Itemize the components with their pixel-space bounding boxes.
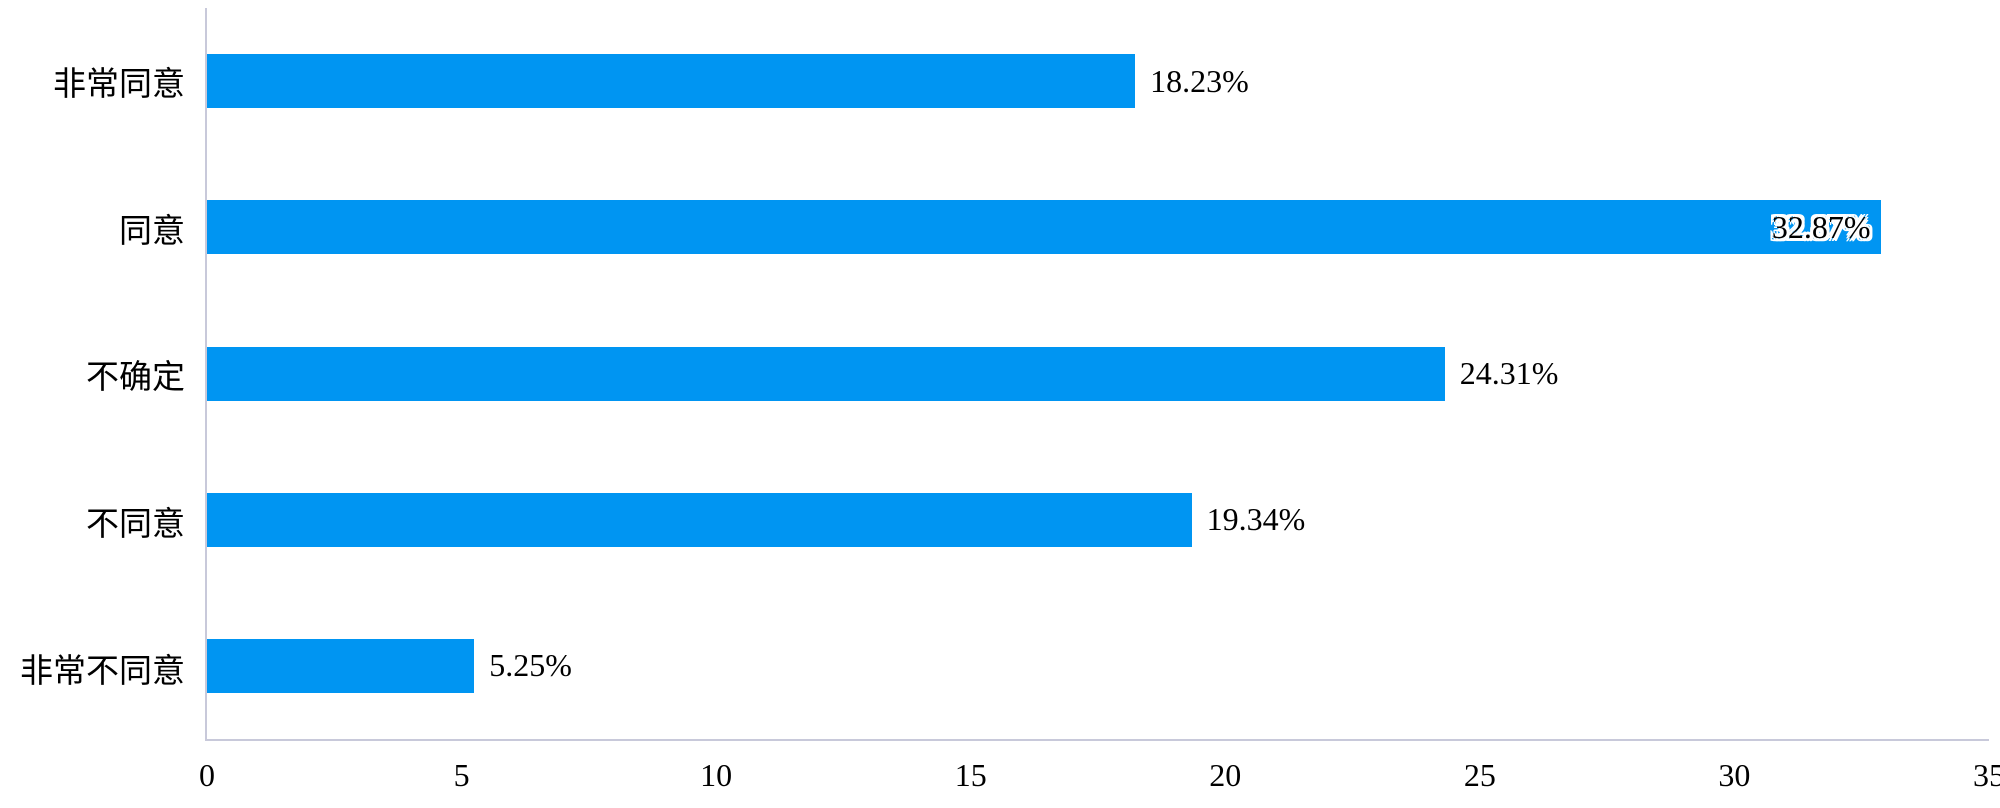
x-tick-label: 15: [954, 757, 987, 793]
x-tick-label: 20: [1209, 757, 1242, 793]
value-label: 24.31%: [1459, 355, 1559, 391]
bar: 19.34%: [207, 492, 1305, 547]
plot-area: 18.23% 32.87% 24.31% 19.34% 5.25%: [205, 8, 1989, 741]
category-label: 非常同意: [53, 67, 185, 104]
x-tick-label: 5: [453, 757, 470, 793]
bar: 24.31%: [207, 346, 1558, 401]
bar-row: 32.87%: [207, 154, 1989, 300]
bar: 5.25%: [207, 638, 572, 693]
category-label: 不确定: [86, 360, 185, 397]
bar: 32.87%: [207, 200, 1881, 255]
x-tick-label: 25: [1463, 757, 1496, 793]
value-label: 19.34%: [1206, 501, 1306, 538]
bar-row: 24.31%: [207, 300, 1989, 446]
bar-row: 18.23%: [207, 8, 1989, 154]
value-label: 5.25%: [489, 647, 572, 684]
value-label: 18.23%: [1150, 62, 1249, 99]
x-tick-label: 10: [700, 757, 733, 793]
category-label: 不同意: [86, 507, 185, 544]
x-tick-label: 30: [1718, 757, 1751, 793]
bar: 18.23%: [207, 54, 1249, 109]
chart-body: 非常同意同意不确定不同意非常不同意 18.23% 32.87% 24.31% 19.3…: [0, 8, 1989, 741]
bar-row: 5.25%: [207, 593, 1989, 739]
bar-row: 19.34%: [207, 447, 1989, 593]
category-label: 同意: [119, 213, 185, 250]
x-tick-label: 35: [1973, 757, 2000, 793]
x-tick-label: 0: [199, 757, 215, 793]
category-label: 非常不同意: [20, 653, 185, 690]
x-axis: 0 5 10 15 20 25 30 35: [199, 755, 2000, 805]
value-label: 32.87%: [1771, 208, 1871, 245]
category-axis: 非常同意同意不确定不同意非常不同意: [0, 8, 185, 741]
